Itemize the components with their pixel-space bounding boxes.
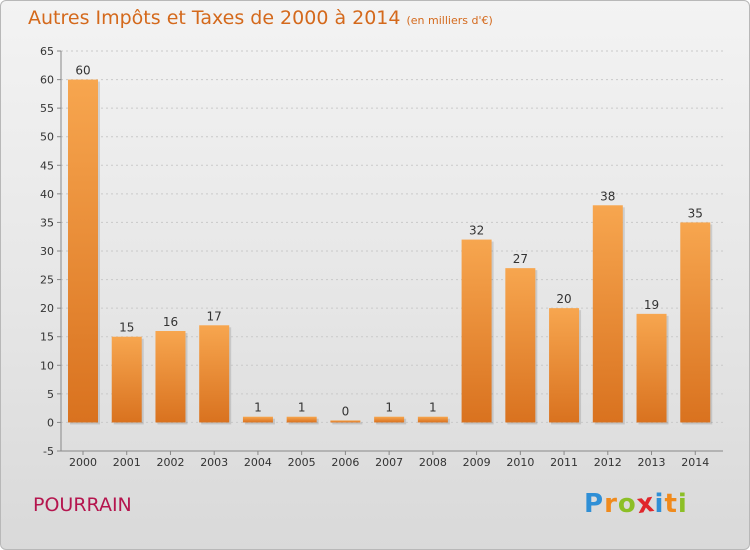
chart-title-text: Autres Impôts et Taxes de 2000 à 2014: [28, 7, 401, 29]
logo-letter: o: [617, 489, 637, 519]
bar: [549, 308, 580, 423]
proxiti-logo[interactable]: Proxiti: [584, 487, 688, 521]
bar-value-label: 1: [298, 401, 306, 415]
bar: [286, 416, 317, 423]
bar-value-label: 17: [207, 309, 222, 323]
bar-value-label: 32: [469, 224, 484, 238]
logo-letter: i: [654, 489, 665, 519]
logo-letter: i: [677, 489, 688, 519]
x-tick-label: 2002: [156, 456, 184, 469]
y-tick-label: -5: [43, 445, 54, 458]
y-tick-label: 20: [40, 302, 54, 315]
chart-title: Autres Impôts et Taxes de 2000 à 2014 (en…: [28, 7, 493, 29]
y-tick-label: 35: [40, 216, 54, 229]
y-tick-label: 40: [40, 188, 54, 201]
bar-value-label: 1: [385, 401, 393, 415]
bar-value-label: 1: [429, 401, 437, 415]
bar-shadow: [332, 422, 363, 425]
x-tick-label: 2012: [594, 456, 622, 469]
y-tick-label: 50: [40, 131, 54, 144]
logo-letter: r: [604, 489, 618, 519]
bar: [680, 222, 711, 423]
x-tick-label: 2013: [638, 456, 666, 469]
bar-value-label: 16: [163, 315, 178, 329]
y-tick-label: 60: [40, 74, 54, 87]
bar: [242, 416, 273, 423]
bar-value-label: 0: [342, 404, 350, 418]
y-tick-label: 15: [40, 331, 54, 344]
chart-subtitle: (en milliers d'€): [406, 14, 493, 27]
bar: [592, 205, 623, 423]
bar: [199, 325, 230, 423]
x-tick-label: 2014: [681, 456, 709, 469]
y-tick-label: 30: [40, 245, 54, 258]
bar-value-label: 19: [644, 298, 659, 312]
bar: [636, 313, 667, 423]
x-tick-label: 2004: [244, 456, 272, 469]
y-tick-label: 45: [40, 159, 54, 172]
bar-value-label: 15: [119, 321, 134, 335]
bar-value-label: 1: [254, 401, 262, 415]
bar-value-label: 20: [556, 292, 571, 306]
x-tick-label: 2008: [419, 456, 447, 469]
bar: [417, 416, 448, 423]
x-tick-label: 2000: [69, 456, 97, 469]
bar: [505, 268, 536, 423]
city-name: POURRAIN: [33, 494, 132, 516]
x-tick-label: 2011: [550, 456, 578, 469]
bar: [374, 416, 405, 423]
logo-letter: x: [634, 487, 657, 521]
bar: [111, 336, 142, 423]
bar: [461, 239, 492, 423]
bar-value-label: 60: [75, 64, 90, 78]
x-tick-label: 2005: [288, 456, 316, 469]
y-tick-label: 5: [47, 388, 54, 401]
bar-value-label: 35: [688, 206, 703, 220]
y-tick-label: 65: [40, 45, 54, 58]
y-tick-label: 10: [40, 359, 54, 372]
x-tick-label: 2001: [113, 456, 141, 469]
logo-letter: t: [664, 489, 678, 519]
bar: [68, 79, 98, 423]
logo-letter: P: [584, 489, 605, 519]
x-tick-label: 2006: [331, 456, 359, 469]
bar-value-label: 38: [600, 189, 615, 203]
x-tick-label: 2010: [506, 456, 534, 469]
x-tick-label: 2007: [375, 456, 403, 469]
x-tick-label: 2009: [463, 456, 491, 469]
bar-value-label: 27: [513, 252, 528, 266]
y-tick-label: 0: [47, 416, 54, 429]
y-tick-label: 25: [40, 274, 54, 287]
bar: [330, 420, 361, 423]
bar: [155, 331, 186, 423]
y-tick-label: 55: [40, 102, 54, 115]
x-tick-label: 2003: [200, 456, 228, 469]
